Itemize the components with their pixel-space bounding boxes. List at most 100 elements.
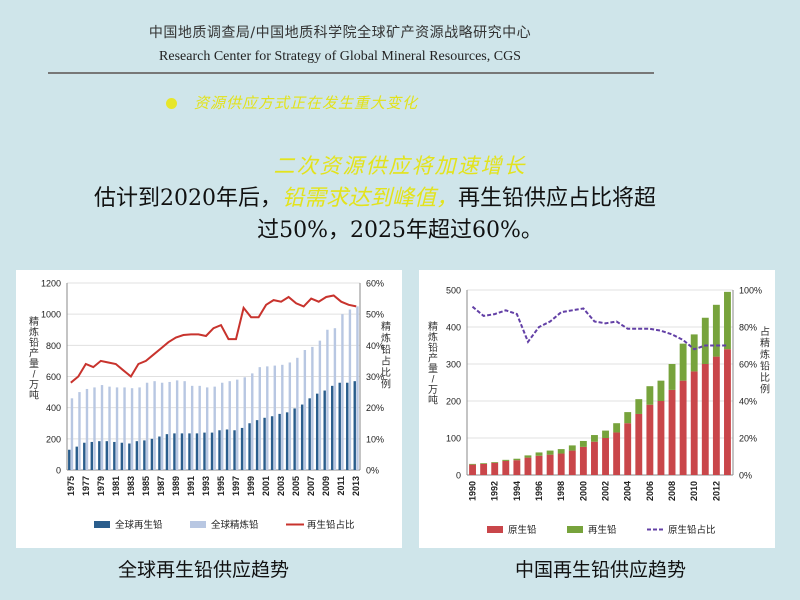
bar [646,404,654,475]
legend-label: 再生铅 [588,524,617,536]
bar [591,435,598,442]
china-lead-chart: 0 100 200 300 400 500 0% 20% 40% 60% 80% 100% 1990 19… [428,286,770,537]
y-tick-label: 1000 [41,310,61,320]
bar [150,438,154,470]
x-tick-label: 2001 [261,476,271,496]
bar [120,442,124,470]
y-tick-label: 400 [446,323,461,333]
bar [613,423,621,433]
bar [602,430,609,438]
caption-right: 中国再生铅供应趋势 [515,559,687,581]
y-tick-label: 0 [56,466,61,476]
bar [128,443,131,470]
bar [657,401,665,475]
bar [568,450,576,475]
bar [469,463,476,465]
bar [535,452,543,456]
bar [668,389,676,475]
x-tick-label: 1992 [490,481,500,501]
y-tick-label: 300 [446,360,461,370]
bar [288,362,292,470]
y2-tick-label: 40% [366,341,384,351]
bar [195,433,199,470]
bar [311,346,314,470]
bar [93,387,96,470]
bar [270,416,274,470]
y-axis-label-char: 铅 [29,336,39,349]
bar [356,306,359,470]
y-tick-label: 100 [446,434,461,444]
y2-axis-label-char: 铅 [760,360,770,373]
y-tick-label: 400 [46,403,61,413]
bar [225,429,229,470]
y2-axis-label-char: 炼 [381,332,391,345]
x-tick-label: 2010 [689,481,699,501]
y-tick-label: 200 [446,397,461,407]
bar [218,430,221,470]
bar [243,377,246,470]
bar [308,398,311,470]
bar [480,463,488,464]
bar [333,328,337,470]
y-axis-label-char: 万 [29,380,39,391]
bullet-text: 资源供应方式正在发生重大变化 [194,94,419,112]
bar [210,432,214,470]
bar [263,417,266,470]
bar [228,381,231,470]
bar [323,390,326,470]
x-tick-label: 2008 [667,481,677,501]
bar [100,385,104,470]
x-tick-label: 1996 [534,481,544,501]
x-tick-label: 2009 [321,476,331,496]
y-axis-label-char: 吨 [428,394,438,407]
y2-tick-label: 60% [739,360,757,370]
x-tick-label: 1998 [556,481,566,501]
bar [524,455,532,458]
y2-axis-label-char: 比 [760,372,770,384]
legend-label: 全球再生铅 [115,519,163,531]
x-tick-label: 1975 [66,476,76,496]
bar [668,364,676,390]
bar [624,423,632,475]
bar [724,291,731,350]
bar [98,441,101,470]
y-tick-label: 0 [456,471,461,481]
bar [143,440,146,470]
x-tick-label: 1991 [186,476,196,496]
bar [513,460,521,475]
x-tick-label: 1993 [201,476,211,496]
bar [353,381,356,470]
y2-axis-label-char: 占 [381,355,391,368]
x-tick-label: 2000 [578,481,588,501]
bar [273,365,277,470]
bar [160,382,164,470]
x-tick-label: 1997 [231,476,241,496]
bar [293,408,296,470]
bar [240,427,244,470]
bar [278,413,281,470]
x-tick-label: 2006 [645,481,655,501]
y-tick-label: 800 [46,341,61,351]
bar [78,392,81,470]
bar [546,454,554,475]
bar [579,440,587,447]
x-tick-label: 2012 [711,481,721,501]
bar [85,388,89,470]
bar [712,356,720,475]
bar [281,364,284,470]
y-axis-label-char: 炼 [29,326,39,339]
bar [331,385,334,470]
bar [690,371,698,475]
bar [145,382,149,470]
bar [83,442,86,470]
global-lead-chart: 0 200 400 600 800 1000 1200 0% 10% 20% 30% 40% 50% 60… [29,279,391,532]
y-axis-label-char: 产 [29,347,39,360]
bar [318,340,322,470]
bar [203,432,206,470]
bar [190,385,194,470]
bar [557,449,565,454]
